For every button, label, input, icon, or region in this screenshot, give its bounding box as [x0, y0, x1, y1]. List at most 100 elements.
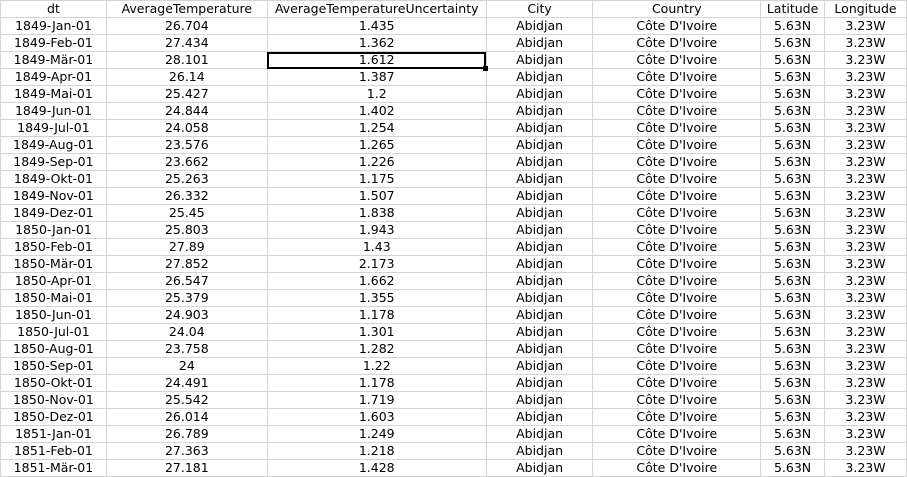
- cell-city[interactable]: Abidjan: [485, 119, 594, 137]
- cell-country[interactable]: Côte D'Ivoire: [592, 391, 762, 409]
- cell-longitude[interactable]: 3.23W: [824, 459, 907, 477]
- cell-country[interactable]: Côte D'Ivoire: [592, 221, 762, 239]
- cell-city[interactable]: Abidjan: [485, 340, 594, 358]
- cell-average-temperature-uncertainty[interactable]: 1.387: [266, 68, 487, 86]
- cell-latitude[interactable]: 5.63N: [760, 51, 826, 69]
- cell-average-temperature-uncertainty[interactable]: 1.218: [266, 442, 487, 460]
- cell-country[interactable]: Côte D'Ivoire: [592, 255, 762, 273]
- cell-dt[interactable]: 1849-Okt-01: [0, 170, 107, 188]
- cell-average-temperature[interactable]: 26.332: [105, 187, 268, 205]
- cell-dt[interactable]: 1849-Dez-01: [0, 204, 107, 222]
- cell-country[interactable]: Côte D'Ivoire: [592, 425, 762, 443]
- cell-city[interactable]: Abidjan: [485, 255, 594, 273]
- cell-average-temperature-uncertainty[interactable]: 1.428: [266, 459, 487, 477]
- cell-latitude[interactable]: 5.63N: [760, 391, 826, 409]
- cell-country[interactable]: Côte D'Ivoire: [592, 119, 762, 137]
- cell-longitude[interactable]: 3.23W: [824, 102, 907, 120]
- cell-average-temperature[interactable]: 26.14: [105, 68, 268, 86]
- cell-city[interactable]: Abidjan: [485, 442, 594, 460]
- cell-country[interactable]: Côte D'Ivoire: [592, 272, 762, 290]
- cell-dt[interactable]: 1849-Jul-01: [0, 119, 107, 137]
- cell-average-temperature-uncertainty[interactable]: 1.43: [266, 238, 487, 256]
- cell-city[interactable]: Abidjan: [485, 17, 594, 35]
- column-header-city[interactable]: City: [485, 0, 594, 18]
- cell-average-temperature[interactable]: 26.547: [105, 272, 268, 290]
- cell-latitude[interactable]: 5.63N: [760, 289, 826, 307]
- cell-average-temperature[interactable]: 27.363: [105, 442, 268, 460]
- cell-average-temperature-uncertainty[interactable]: 1.175: [266, 170, 487, 188]
- cell-country[interactable]: Côte D'Ivoire: [592, 153, 762, 171]
- cell-latitude[interactable]: 5.63N: [760, 306, 826, 324]
- cell-latitude[interactable]: 5.63N: [760, 425, 826, 443]
- column-header-average-temperature[interactable]: AverageTemperature: [105, 0, 268, 18]
- cell-dt[interactable]: 1849-Apr-01: [0, 68, 107, 86]
- cell-country[interactable]: Côte D'Ivoire: [592, 238, 762, 256]
- cell-longitude[interactable]: 3.23W: [824, 238, 907, 256]
- cell-average-temperature-uncertainty[interactable]: 1.226: [266, 153, 487, 171]
- cell-city[interactable]: Abidjan: [485, 187, 594, 205]
- cell-country[interactable]: Côte D'Ivoire: [592, 323, 762, 341]
- cell-latitude[interactable]: 5.63N: [760, 34, 826, 52]
- cell-city[interactable]: Abidjan: [485, 204, 594, 222]
- cell-dt[interactable]: 1849-Mai-01: [0, 85, 107, 103]
- cell-longitude[interactable]: 3.23W: [824, 391, 907, 409]
- cell-latitude[interactable]: 5.63N: [760, 255, 826, 273]
- cell-average-temperature-uncertainty[interactable]: 1.22: [266, 357, 487, 375]
- cell-country[interactable]: Côte D'Ivoire: [592, 85, 762, 103]
- cell-average-temperature[interactable]: 25.803: [105, 221, 268, 239]
- cell-average-temperature-uncertainty[interactable]: 1.943: [266, 221, 487, 239]
- cell-average-temperature-uncertainty[interactable]: 1.178: [266, 374, 487, 392]
- cell-country[interactable]: Côte D'Ivoire: [592, 136, 762, 154]
- cell-latitude[interactable]: 5.63N: [760, 357, 826, 375]
- cell-city[interactable]: Abidjan: [485, 459, 594, 477]
- cell-city[interactable]: Abidjan: [485, 238, 594, 256]
- cell-average-temperature[interactable]: 24.844: [105, 102, 268, 120]
- cell-city[interactable]: Abidjan: [485, 374, 594, 392]
- cell-average-temperature[interactable]: 26.014: [105, 408, 268, 426]
- cell-longitude[interactable]: 3.23W: [824, 357, 907, 375]
- cell-latitude[interactable]: 5.63N: [760, 221, 826, 239]
- cell-average-temperature-uncertainty[interactable]: 1.507: [266, 187, 487, 205]
- cell-latitude[interactable]: 5.63N: [760, 68, 826, 86]
- cell-average-temperature-uncertainty[interactable]: 1.249: [266, 425, 487, 443]
- cell-latitude[interactable]: 5.63N: [760, 187, 826, 205]
- cell-latitude[interactable]: 5.63N: [760, 238, 826, 256]
- cell-average-temperature-uncertainty[interactable]: 1.719: [266, 391, 487, 409]
- cell-longitude[interactable]: 3.23W: [824, 34, 907, 52]
- cell-country[interactable]: Côte D'Ivoire: [592, 340, 762, 358]
- cell-average-temperature[interactable]: 27.181: [105, 459, 268, 477]
- cell-longitude[interactable]: 3.23W: [824, 187, 907, 205]
- cell-country[interactable]: Côte D'Ivoire: [592, 187, 762, 205]
- column-header-dt[interactable]: dt: [0, 0, 107, 18]
- cell-country[interactable]: Côte D'Ivoire: [592, 51, 762, 69]
- cell-latitude[interactable]: 5.63N: [760, 136, 826, 154]
- cell-average-temperature-uncertainty[interactable]: 1.662: [266, 272, 487, 290]
- cell-dt[interactable]: 1849-Aug-01: [0, 136, 107, 154]
- cell-average-temperature[interactable]: 24.903: [105, 306, 268, 324]
- cell-latitude[interactable]: 5.63N: [760, 459, 826, 477]
- cell-dt[interactable]: 1849-Jun-01: [0, 102, 107, 120]
- cell-dt[interactable]: 1850-Mär-01: [0, 255, 107, 273]
- cell-longitude[interactable]: 3.23W: [824, 408, 907, 426]
- cell-city[interactable]: Abidjan: [485, 408, 594, 426]
- cell-city[interactable]: Abidjan: [485, 272, 594, 290]
- cell-dt[interactable]: 1850-Dez-01: [0, 408, 107, 426]
- cell-latitude[interactable]: 5.63N: [760, 323, 826, 341]
- cell-latitude[interactable]: 5.63N: [760, 442, 826, 460]
- cell-city[interactable]: Abidjan: [485, 85, 594, 103]
- selected-cell[interactable]: 1.612: [266, 51, 487, 69]
- cell-city[interactable]: Abidjan: [485, 323, 594, 341]
- cell-longitude[interactable]: 3.23W: [824, 306, 907, 324]
- cell-average-temperature[interactable]: 24: [105, 357, 268, 375]
- cell-average-temperature[interactable]: 24.491: [105, 374, 268, 392]
- cell-latitude[interactable]: 5.63N: [760, 170, 826, 188]
- cell-city[interactable]: Abidjan: [485, 289, 594, 307]
- cell-average-temperature[interactable]: 25.263: [105, 170, 268, 188]
- cell-average-temperature-uncertainty[interactable]: 1.355: [266, 289, 487, 307]
- cell-city[interactable]: Abidjan: [485, 221, 594, 239]
- cell-latitude[interactable]: 5.63N: [760, 408, 826, 426]
- cell-country[interactable]: Côte D'Ivoire: [592, 459, 762, 477]
- cell-average-temperature[interactable]: 27.852: [105, 255, 268, 273]
- cell-city[interactable]: Abidjan: [485, 51, 594, 69]
- cell-dt[interactable]: 1849-Jan-01: [0, 17, 107, 35]
